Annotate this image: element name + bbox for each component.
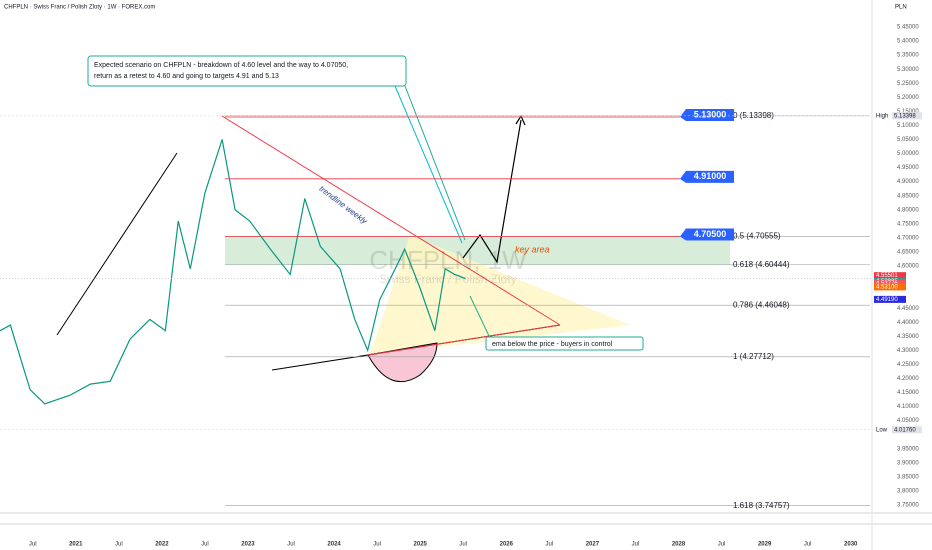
currency: PLN — [895, 5, 907, 11]
scenario-arrow — [462, 119, 522, 264]
price-tag-label: 4.55501 — [876, 273, 898, 279]
fib-label: 0.5 (4.70555) — [733, 231, 781, 240]
price-tag — [874, 283, 906, 291]
extreme-tag — [892, 426, 922, 434]
x-tick-label: Jul — [373, 542, 381, 548]
callout-box — [87, 55, 407, 87]
x-tick-label: Jul — [546, 542, 554, 548]
y-tick-label: 4.60000 — [897, 264, 919, 270]
y-tick-label: 3.95000 — [897, 446, 919, 452]
price-tag — [874, 272, 906, 280]
extreme-value: 5.13398 — [894, 113, 916, 119]
trendline — [367, 324, 561, 356]
y-tick-label: 4.05000 — [897, 418, 919, 424]
watermark: CHFPLN, 1W — [369, 245, 527, 275]
y-tick-label: 4.45000 — [897, 306, 919, 312]
x-tick-label: 2029 — [758, 542, 772, 548]
x-tick-label: Jul — [804, 542, 812, 548]
annotation-text: Expected scenario on CHFPLN - breakdown … — [94, 62, 348, 69]
x-tick-label: 2022 — [155, 542, 169, 548]
y-tick-label: 4.15000 — [897, 390, 919, 396]
y-tick-label: 4.40000 — [897, 320, 919, 326]
extreme-value: 4.01760 — [894, 427, 916, 433]
price-tag-label: 4.53100 — [876, 284, 898, 290]
y-tick-label: 5.20000 — [897, 95, 919, 101]
y-tick-label: 3.75000 — [897, 503, 919, 509]
y-tick-label: 5.10000 — [897, 123, 919, 129]
extreme-name: High — [876, 113, 888, 119]
extreme-tag — [892, 112, 922, 120]
trendline-label: trendline weekly — [318, 184, 370, 226]
y-tick-label: 3.80000 — [897, 489, 919, 495]
y-tick-label: 4.80000 — [897, 207, 919, 213]
target-label: 5.13000 — [694, 109, 727, 119]
y-tick-label: 5.35000 — [897, 53, 919, 59]
x-tick-label: 2023 — [241, 542, 255, 548]
drawn-line — [56, 152, 178, 336]
price-line — [0, 139, 467, 405]
ema-pointer — [469, 295, 491, 339]
y-tick-label: 4.65000 — [897, 250, 919, 256]
target-box — [680, 170, 734, 183]
y-tick-label: 4.90000 — [897, 179, 919, 185]
y-tick-label: 5.30000 — [897, 67, 919, 73]
y-tick-label: 5.45000 — [897, 25, 919, 31]
target-box — [680, 228, 734, 241]
y-tick-label: 4.70000 — [897, 235, 919, 241]
ema-box — [485, 336, 644, 351]
trendline — [221, 115, 561, 326]
x-tick-label: Jul — [632, 542, 640, 548]
y-tick-label: 5.05000 — [897, 137, 919, 143]
price-tag — [874, 295, 906, 303]
key-area-label: key area — [515, 244, 550, 254]
x-tick-label: 2021 — [69, 542, 83, 548]
callout-pointer — [404, 85, 466, 241]
fib-label: 1.618 (3.74757) — [733, 501, 790, 510]
price-tag-label: 4.49190 — [876, 297, 898, 303]
x-tick-label: Jul — [29, 542, 37, 548]
x-tick-label: Jul — [201, 542, 209, 548]
annotation-text: return as a retest to 4.60 and going to … — [94, 73, 279, 80]
y-tick-label: 4.95000 — [897, 165, 919, 171]
fib-label: 0.786 (4.46048) — [733, 300, 790, 309]
x-tick-label: Jul — [115, 542, 123, 548]
y-tick-label: 3.85000 — [897, 474, 919, 480]
x-tick-label: 2027 — [586, 542, 600, 548]
y-tick-label: 4.20000 — [897, 376, 919, 382]
fib-label: 0 (5.13398) — [733, 111, 774, 120]
x-tick-label: 2025 — [414, 542, 428, 548]
x-tick-label: 2026 — [500, 542, 514, 548]
x-tick-label: Jul — [718, 542, 726, 548]
callout-pointer — [394, 85, 463, 244]
fib-label: 1 (4.27712) — [733, 352, 774, 361]
x-tick-label: 2030 — [844, 542, 858, 548]
x-tick-label: Jul — [459, 542, 467, 548]
x-tick-label: Jul — [287, 542, 295, 548]
watermark: Swiss Franc / Polish Zloty — [379, 272, 516, 286]
y-tick-label: 4.35000 — [897, 334, 919, 340]
y-tick-label: 5.15000 — [897, 109, 919, 115]
extreme-name: Low — [876, 427, 888, 433]
target-label: 4.91000 — [694, 171, 727, 181]
y-tick-label: 5.40000 — [897, 39, 919, 45]
y-tick-label: 4.30000 — [897, 348, 919, 354]
fib-label: 0.618 (4.60444) — [733, 260, 790, 269]
y-tick-label: 4.75000 — [897, 221, 919, 227]
x-tick-label: 2024 — [327, 542, 341, 548]
target-label: 4.70500 — [694, 229, 727, 239]
y-tick-label: 4.10000 — [897, 404, 919, 410]
y-tick-label: 5.00000 — [897, 151, 919, 157]
key-area — [225, 236, 730, 265]
target-box — [680, 108, 734, 121]
x-tick-label: 2028 — [672, 542, 686, 548]
chart-title: CHFPLN · Swiss Franc / Polish Zloty · 1W… — [4, 5, 155, 11]
y-tick-label: 5.25000 — [897, 81, 919, 87]
ema-label: ema below the price - buyers in control — [492, 341, 613, 348]
y-tick-label: 4.25000 — [897, 362, 919, 368]
y-tick-label: 3.90000 — [897, 460, 919, 466]
y-tick-label: 4.85000 — [897, 193, 919, 199]
